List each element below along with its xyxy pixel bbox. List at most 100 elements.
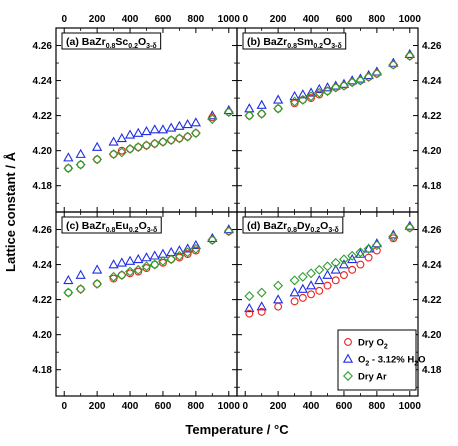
point-a-dry_ar [141,140,152,151]
point-b-dry_ar [338,80,349,91]
point-a-dry_ar [166,135,177,146]
tick-labels: 0 0 0 0 200 200 200 200 400 400 400 400 600 600 600 600… [33,14,442,412]
point-d-dry_ar [347,250,358,261]
point-d-dry_o2 [331,276,340,285]
x-tick-label-top: 1000 [399,14,422,25]
point-d-wet_o2 [305,280,317,290]
panel-labels: (a) BaZr0.8Sc0.2O3-δ (b) BaZr0.8Sm0.2O3-δ… [61,32,347,234]
point-b-dry_ar [404,51,415,62]
panel-label-box [242,32,347,50]
x-tick-label-bottom: 1000 [399,401,422,412]
x-tick-label-top: 800 [188,14,205,25]
point-b-dry_o2 [348,78,357,87]
point-d-dry_ar [273,280,284,291]
point-c-dry_o2 [126,269,134,278]
point-b-wet_o2 [322,82,333,92]
point-b-dry_o2 [389,60,398,69]
point-a-wet_o2 [63,152,74,162]
point-a-dry_ar [149,138,160,149]
panel-label-text: (c) BaZr0.8Eu0.2O3-δ [66,220,157,234]
point-c-dry_ar [223,226,234,237]
x-tick-label-bottom: 600 [155,401,172,412]
point-a-dry_ar [207,114,218,125]
x-tick-label-bottom: 200 [89,401,106,412]
point-d-wet_o2 [289,287,300,297]
point-a-dry_o2 [126,144,134,153]
x-tick-label-top: 800 [369,14,386,25]
x-axis-title: Temperature / °C [185,422,289,437]
point-c-dry_o2 [159,258,167,267]
x-tick-label-top: 0 [61,14,67,25]
legend: Dry O2 O2 - 3.12% H2O Dry Ar [337,329,425,391]
point-d-dry_o2 [315,286,324,295]
point-d-dry_ar [314,264,325,275]
point-d-wet_o2 [330,264,341,274]
point-d-dry_ar [244,291,255,302]
point-a-dry_o2 [76,160,85,169]
point-d-wet_o2 [347,253,358,264]
panel-label-text: (a) BaZr0.8Sc0.2O3-δ [66,36,157,50]
point-c-dry_ar [157,256,168,267]
point-a-wet_o2 [182,118,193,129]
x-tick-label-top: 400 [303,14,320,25]
point-a-wet_o2 [190,117,202,127]
point-b-dry_o2 [331,83,340,92]
point-a-dry_ar [157,136,168,147]
point-a-wet_o2 [157,124,169,134]
point-c-wet_o2 [133,253,144,264]
y-tick-label-left: 4.24 [33,260,53,271]
point-a-dry_o2 [175,134,184,143]
point-b-wet_o2 [314,83,325,94]
data-markers [63,48,415,318]
point-d-dry_o2 [340,271,348,280]
point-a-wet_o2 [108,136,119,146]
panel-label-text: (b) BaZr0.8Sm0.2O3-δ [247,36,342,50]
panel-label-box [61,216,162,234]
legend-label-dry_ar: Dry Ar [358,372,387,383]
point-b-dry_o2 [405,52,414,60]
point-b-wet_o2 [297,89,308,99]
point-d-dry_ar [330,257,341,268]
point-d-dry_o2 [389,234,398,243]
point-d-dry_ar [363,243,374,254]
point-c-dry_o2 [142,264,151,273]
point-b-dry_ar [363,72,374,83]
point-c-wet_o2 [108,259,119,269]
point-d-wet_o2 [272,294,284,304]
point-a-wet_o2 [166,122,177,132]
y-tick-label-right: 4.22 [422,295,442,306]
point-b-dry_o2 [245,111,254,120]
y-tick-label-left: 4.22 [33,111,53,122]
point-d-dry_o2 [372,246,381,255]
point-a-dry_o2 [109,150,118,159]
point-a-dry_o2 [134,143,143,152]
point-d-dry_o2 [307,290,315,299]
y-tick-label-left: 4.26 [33,225,53,236]
point-b-wet_o2 [272,94,284,104]
point-d-dry_o2 [290,297,299,306]
point-a-dry_ar [133,142,144,153]
legend-label-wet_o2: O2 - 3.12% H2O [358,355,425,368]
x-tick-label-top: 600 [336,14,353,25]
point-c-dry_ar [125,266,136,277]
point-c-dry_ar [133,264,144,275]
panel-label-d: (d) BaZr0.8Dy0.2O3-δ [242,216,344,234]
point-d-dry_ar [297,271,308,282]
x-tick-label-top: 600 [155,14,172,25]
point-d-wet_o2 [314,274,325,285]
y-tick-label-left: 4.18 [33,181,53,192]
point-d-dry_o2 [257,307,266,316]
legend-marker-dry_o2 [344,338,352,346]
point-a-dry_o2 [93,155,102,164]
point-c-dry_o2 [150,260,159,269]
point-a-wet_o2 [149,124,160,134]
x-tick-label-bottom: 600 [336,401,353,412]
panel-frame-c [55,211,238,397]
point-a-dry_ar [116,147,127,158]
point-a-dry_o2 [117,146,126,155]
point-d-dry_ar [355,247,366,258]
point-c-wet_o2 [149,250,160,260]
point-d-dry_o2 [298,293,307,302]
point-c-wet_o2 [91,264,103,274]
point-c-dry_ar [141,261,152,272]
